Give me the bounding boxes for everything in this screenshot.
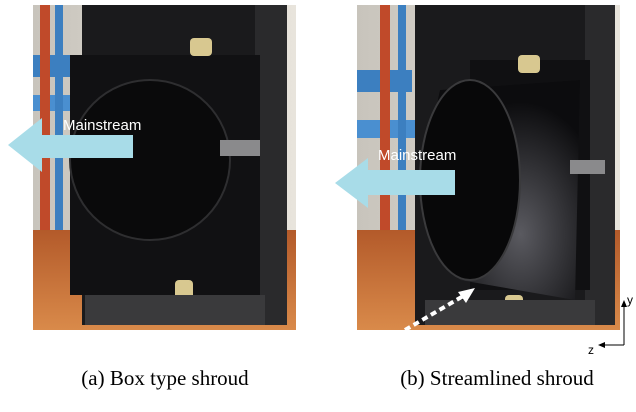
axis-label: y	[627, 293, 633, 307]
photo-streamlined-shroud: Mainstream	[335, 5, 620, 330]
flow-label: Mainstream	[63, 117, 141, 134]
flow-label: Mainstream	[378, 147, 456, 164]
photo-box-shroud: Mainstream	[8, 5, 296, 330]
caption: (a) Box type shroud	[81, 366, 249, 390]
axis-label: z	[588, 343, 594, 357]
figure: Mainstream Mainstream y z (a) Box type s…	[0, 0, 636, 412]
caption: (b) Streamlined shroud	[400, 366, 594, 390]
